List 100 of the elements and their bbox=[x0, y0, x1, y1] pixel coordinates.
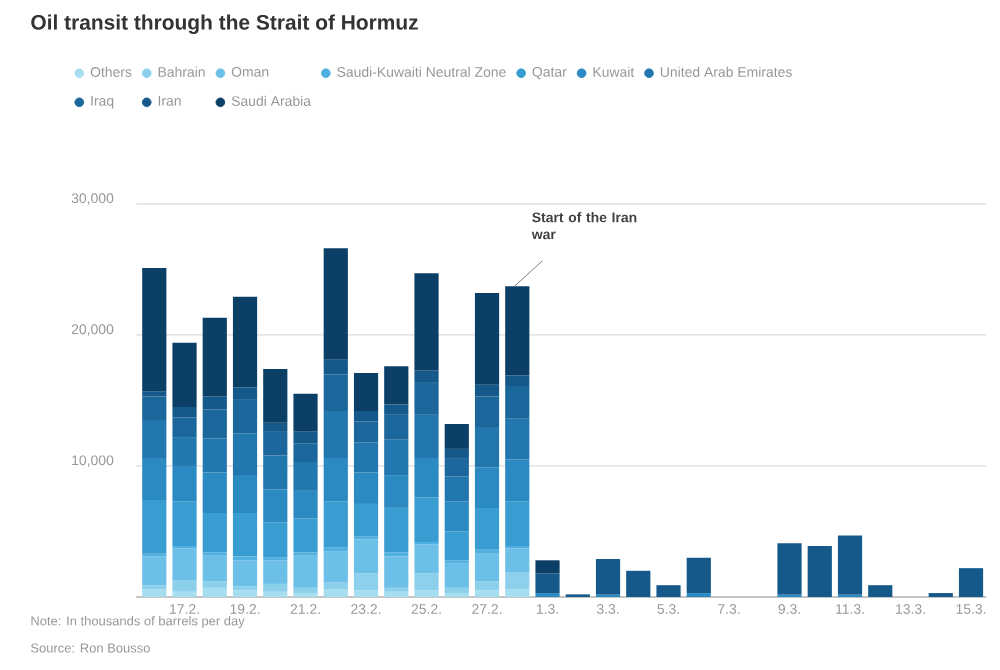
bar bbox=[323, 359, 348, 375]
bar bbox=[293, 431, 318, 444]
bar bbox=[232, 560, 258, 587]
bar bbox=[837, 535, 863, 595]
bar bbox=[232, 590, 258, 597]
bar bbox=[414, 273, 439, 371]
bar bbox=[293, 587, 318, 594]
bar bbox=[172, 406, 197, 418]
bar bbox=[202, 317, 227, 397]
bar bbox=[142, 589, 167, 597]
bar bbox=[353, 410, 379, 422]
bar bbox=[293, 462, 318, 491]
bar bbox=[505, 548, 530, 573]
bar bbox=[263, 522, 288, 558]
bar bbox=[686, 557, 711, 594]
bar bbox=[505, 459, 530, 502]
bar bbox=[414, 370, 439, 383]
bar bbox=[535, 573, 560, 594]
bar bbox=[444, 423, 469, 449]
bar bbox=[444, 458, 469, 477]
bar bbox=[474, 581, 500, 591]
bar bbox=[474, 292, 500, 385]
bar bbox=[232, 387, 258, 400]
chart-title: Oil transit through the Strait of Hormuz bbox=[31, 14, 418, 34]
bar bbox=[172, 591, 197, 597]
bar bbox=[777, 543, 802, 595]
bar bbox=[353, 421, 379, 443]
bar bbox=[323, 582, 348, 590]
bar bbox=[384, 414, 409, 440]
bar bbox=[384, 475, 409, 508]
bar bbox=[505, 286, 530, 376]
bar bbox=[444, 587, 469, 594]
bar bbox=[172, 579, 197, 592]
bar bbox=[384, 439, 409, 476]
bar bbox=[293, 518, 318, 553]
bar bbox=[202, 438, 227, 473]
bar bbox=[535, 560, 560, 574]
bar bbox=[323, 248, 348, 360]
bar bbox=[505, 572, 530, 590]
bar bbox=[505, 501, 530, 546]
bar bbox=[384, 366, 409, 405]
bar bbox=[142, 391, 167, 397]
bar bbox=[353, 573, 379, 591]
bar bbox=[172, 437, 197, 466]
bar bbox=[384, 404, 409, 415]
bar bbox=[868, 585, 893, 597]
bar bbox=[323, 410, 348, 459]
bar bbox=[474, 467, 500, 508]
bar bbox=[414, 497, 439, 542]
bar bbox=[263, 455, 288, 490]
bar bbox=[202, 513, 227, 553]
bar bbox=[202, 409, 227, 439]
bar bbox=[626, 570, 651, 597]
bar bbox=[142, 556, 167, 586]
bar bbox=[414, 382, 439, 415]
bar bbox=[474, 427, 500, 468]
bar bbox=[263, 560, 288, 584]
bar bbox=[353, 590, 379, 597]
bar bbox=[263, 422, 288, 432]
bar bbox=[323, 551, 348, 583]
bar bbox=[444, 476, 469, 502]
bar bbox=[444, 531, 469, 561]
bar bbox=[293, 393, 318, 432]
bar bbox=[353, 372, 379, 411]
bar bbox=[293, 443, 318, 462]
bar bbox=[505, 375, 530, 386]
bar bbox=[474, 396, 500, 428]
bar bbox=[142, 420, 167, 459]
bar bbox=[323, 589, 348, 597]
bar bbox=[414, 458, 439, 498]
bar bbox=[142, 396, 167, 421]
bar bbox=[232, 296, 258, 388]
bar bbox=[595, 558, 621, 595]
bar bbox=[353, 442, 379, 473]
bar bbox=[414, 573, 439, 591]
bar bbox=[293, 555, 318, 588]
bar bbox=[414, 544, 439, 574]
bar bbox=[202, 472, 227, 514]
bar bbox=[474, 590, 500, 597]
bar bbox=[353, 472, 379, 504]
bar bbox=[414, 590, 439, 597]
bar bbox=[474, 553, 500, 582]
bar bbox=[505, 418, 530, 460]
bar bbox=[444, 448, 469, 459]
bar bbox=[474, 384, 500, 397]
bar bbox=[474, 507, 500, 550]
bar bbox=[323, 501, 348, 548]
bar bbox=[384, 591, 409, 597]
bar bbox=[353, 539, 379, 574]
bar bbox=[656, 585, 681, 597]
bar bbox=[505, 385, 530, 419]
bar bbox=[263, 489, 288, 523]
bar bbox=[172, 465, 197, 502]
bar bbox=[172, 548, 197, 580]
bar bbox=[263, 368, 288, 423]
bar bbox=[232, 475, 258, 514]
bar bbox=[444, 501, 469, 532]
bar bbox=[384, 507, 409, 553]
bar bbox=[807, 545, 832, 597]
bar bbox=[142, 500, 167, 554]
